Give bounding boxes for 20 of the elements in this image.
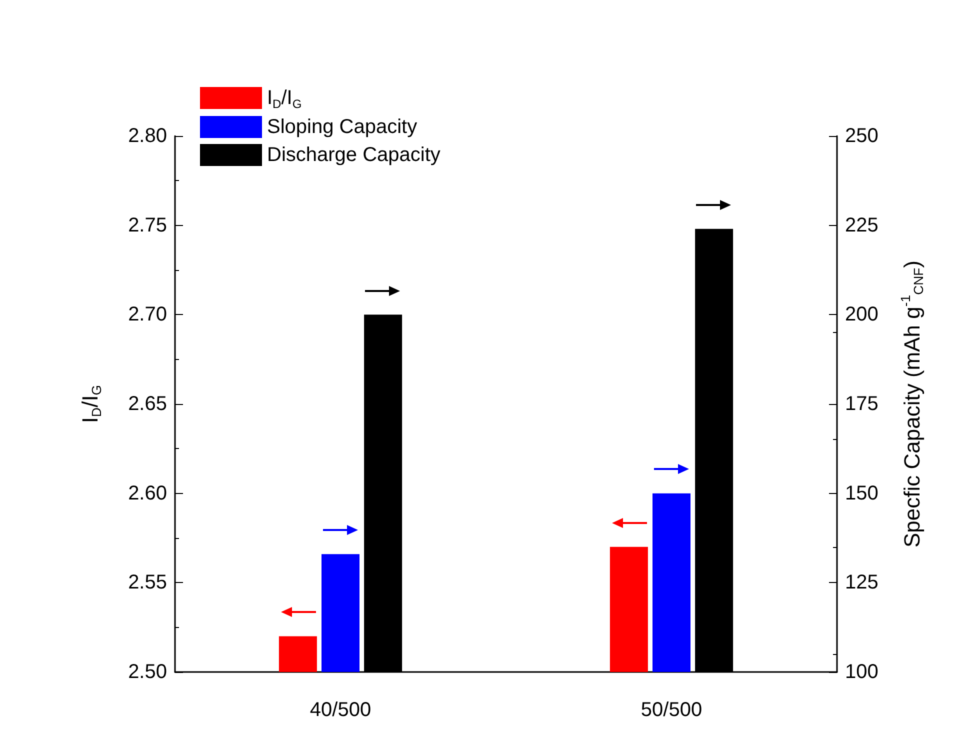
y-tick-label: 2.50 <box>128 661 167 683</box>
y2-tick-label: 125 <box>845 572 878 594</box>
y-tick-label: 2.65 <box>128 393 167 415</box>
y2-tick-label: 150 <box>845 482 878 504</box>
y-tick-label: 2.80 <box>128 125 167 147</box>
x-tick-label: 50/500 <box>640 699 702 721</box>
x-tick-label: 40/500 <box>310 699 372 721</box>
y2-tick-label: 250 <box>845 125 878 147</box>
y2-axis-title: Specfic Capacity (mAh g-1CNF) <box>898 260 926 548</box>
y2-tick-label: 200 <box>845 304 878 326</box>
y2-tick-label: 175 <box>845 393 878 415</box>
legend-label: Discharge Capacity <box>267 144 440 166</box>
y2-tick-label: 225 <box>845 214 878 236</box>
y-tick-label: 2.55 <box>128 572 167 594</box>
y-tick-label: 2.70 <box>128 304 167 326</box>
y-axis-title: ID/IG <box>77 384 104 424</box>
legend-label: Sloping Capacity <box>267 116 418 138</box>
y-tick-label: 2.60 <box>128 482 167 504</box>
y2-tick-label: 100 <box>845 661 878 683</box>
y-tick-label: 2.75 <box>128 214 167 236</box>
